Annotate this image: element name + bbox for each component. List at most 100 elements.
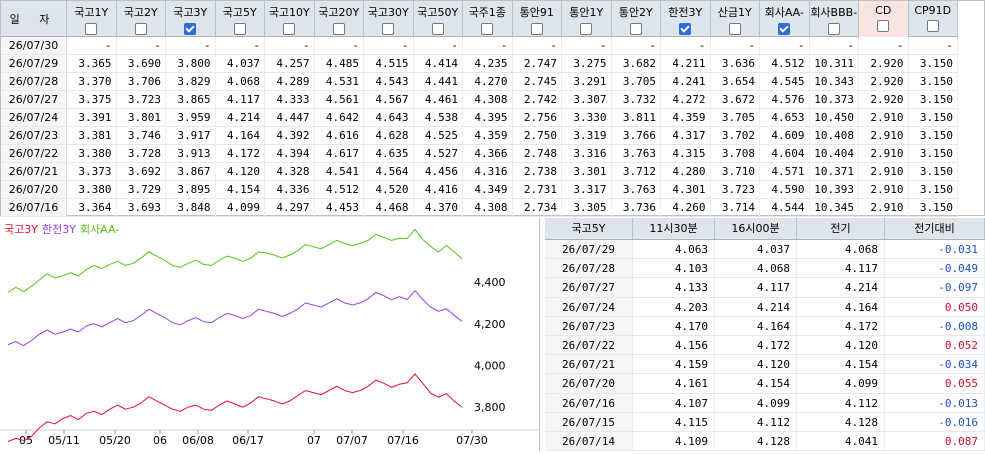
- series-checkbox[interactable]: [679, 23, 692, 35]
- table-row[interactable]: 26/07/28 4.103 4.068 4.117 -0.049: [545, 259, 985, 279]
- table-row[interactable]: 26/07/27 4.133 4.117 4.214 -0.097: [545, 278, 985, 298]
- grid-header: 일 자 국고1Y 국고2Y 국고3Y 국고5Y 국고10Y 국고20Y 국고30Y 국고50Y…: [1, 1, 958, 37]
- table-row[interactable]: 26/07/29 4.063 4.037 4.068 -0.031: [545, 240, 985, 260]
- column-header-16[interactable]: CD: [859, 1, 909, 37]
- series-checkbox[interactable]: [926, 20, 939, 32]
- cell-value: 4.107: [633, 393, 715, 412]
- cell-value: 4.414: [414, 55, 463, 72]
- cell-value: -: [265, 37, 315, 54]
- cell-value: 4.571: [760, 163, 810, 180]
- column-header-13[interactable]: 산금1Y: [711, 1, 760, 37]
- table-row[interactable]: 26/07/21 4.159 4.120 4.154 -0.034: [545, 355, 985, 375]
- row-date: 26/07/14: [545, 431, 633, 451]
- column-header-6[interactable]: 국고30Y: [364, 1, 414, 37]
- row-date: 26/07/21: [545, 355, 633, 374]
- table-row[interactable]: 26/07/24 4.203 4.214 4.164 0.050: [545, 297, 985, 317]
- cell-value: 2.920: [859, 91, 909, 108]
- table-row[interactable]: 26/07/20 4.161 4.154 4.099 0.055: [545, 374, 985, 394]
- column-header-3[interactable]: 국고5Y: [216, 1, 265, 37]
- cell-value: 3.319: [562, 127, 612, 144]
- series-checkbox[interactable]: [332, 23, 345, 35]
- row-date: 26/07/24: [545, 297, 633, 316]
- cell-value: 4.214: [216, 109, 265, 126]
- cell-value: 4.316: [463, 163, 513, 180]
- series-checkbox[interactable]: [877, 20, 890, 32]
- x-tick-label: 07/16: [387, 434, 419, 447]
- cell-value: 4.099: [715, 393, 797, 412]
- table-row[interactable]: 26/07/23 4.170 4.164 4.172 -0.008: [545, 316, 985, 336]
- cell-value: 3.763: [612, 181, 661, 198]
- cell-value: -: [513, 37, 562, 54]
- column-header-14[interactable]: 회사AA-: [760, 1, 810, 37]
- series-checkbox[interactable]: [629, 23, 642, 35]
- series-checkbox[interactable]: [382, 23, 395, 35]
- table-row[interactable]: 26/07/22 3.380 3.728 3.913 4.172 4.394 4.617 4.…: [1, 145, 958, 163]
- series-checkbox[interactable]: [184, 23, 197, 35]
- cell-value: 10.404: [810, 145, 859, 162]
- cell-value: 4.133: [633, 278, 715, 297]
- column-header-1[interactable]: 국고2Y: [117, 1, 166, 37]
- cell-value: 3.316: [562, 145, 612, 162]
- table-row[interactable]: 26/07/20 3.380 3.729 3.895 4.154 4.336 4.512 4.…: [1, 181, 958, 199]
- column-header-2[interactable]: 국고3Y: [166, 1, 216, 37]
- table-row[interactable]: 26/07/28 3.370 3.706 3.829 4.068 4.289 4.531 4.…: [1, 73, 958, 91]
- table-row[interactable]: 26/07/21 3.373 3.692 3.867 4.120 4.328 4.541 4.…: [1, 163, 958, 181]
- table-row[interactable]: 26/07/22 4.156 4.172 4.120 0.052: [545, 335, 985, 356]
- row-date: 26/07/27: [545, 278, 633, 297]
- row-date: 26/07/20: [545, 374, 633, 393]
- cell-value: 4.544: [760, 199, 810, 216]
- row-date: 26/07/30: [1, 37, 67, 54]
- table-row[interactable]: 26/07/29 3.365 3.690 3.800 4.037 4.257 4.485 4.…: [1, 55, 958, 73]
- cell-value: 4.154: [715, 374, 797, 393]
- column-header-7[interactable]: 국고50Y: [414, 1, 463, 37]
- cell-value: 2.910: [859, 181, 909, 198]
- side-column-header[interactable]: 11시30분: [633, 218, 715, 239]
- table-row[interactable]: 26/07/16 3.364 3.693 3.848 4.099 4.297 4.453 4.…: [1, 199, 958, 217]
- column-header-5[interactable]: 국고20Y: [315, 1, 364, 37]
- column-header-10[interactable]: 통안1Y: [562, 1, 612, 37]
- cell-value: 4.308: [463, 199, 513, 216]
- row-date: 26/07/28: [545, 259, 633, 278]
- table-row[interactable]: 26/07/14 4.109 4.128 4.041 0.087: [545, 431, 985, 452]
- table-row[interactable]: 26/07/15 4.115 4.112 4.128 -0.016: [545, 412, 985, 432]
- cell-value: 3.692: [117, 163, 166, 180]
- series-checkbox[interactable]: [728, 23, 741, 35]
- series-checkbox[interactable]: [134, 23, 147, 35]
- series-checkbox[interactable]: [233, 23, 246, 35]
- column-header-8[interactable]: 국주1종: [463, 1, 513, 37]
- table-row[interactable]: 26/07/30- - - - - - - - - - - - - - - - - -: [1, 37, 958, 55]
- column-header-4[interactable]: 국고10Y: [265, 1, 315, 37]
- table-row[interactable]: 26/07/24 3.391 3.801 3.959 4.214 4.447 4.642 4.…: [1, 109, 958, 127]
- cell-value: -: [364, 37, 414, 54]
- column-header-12[interactable]: 한전3Y: [661, 1, 711, 37]
- table-row[interactable]: 26/07/16 4.107 4.099 4.112 -0.013: [545, 393, 985, 413]
- side-column-header[interactable]: 16시00분: [715, 218, 797, 239]
- chart-plot: 4,400 4,200 4,000 3,800 05 05/11 05/20 06 06/08 0…: [0, 228, 540, 447]
- cell-value: -: [711, 37, 760, 54]
- column-header-9[interactable]: 통안91: [513, 1, 562, 37]
- cell-value: 4.120: [715, 355, 797, 374]
- column-header-15[interactable]: 회사BBB-: [810, 1, 859, 37]
- column-header-0[interactable]: 국고1Y: [67, 1, 117, 37]
- table-row[interactable]: 26/07/27 3.375 3.723 3.865 4.117 4.333 4.561 4.…: [1, 91, 958, 109]
- table-row[interactable]: 26/07/23 3.381 3.746 3.917 4.164 4.392 4.616 4.…: [1, 127, 958, 145]
- column-header-11[interactable]: 통안2Y: [612, 1, 661, 37]
- series-checkbox[interactable]: [778, 23, 791, 35]
- series-checkbox[interactable]: [580, 23, 593, 35]
- column-header-17[interactable]: CP91D: [909, 1, 958, 37]
- series-checkbox[interactable]: [431, 23, 444, 35]
- cell-value: 3.291: [562, 73, 612, 90]
- cell-value: 4.567: [364, 91, 414, 108]
- cell-value: 4.117: [715, 278, 797, 297]
- series-checkbox[interactable]: [283, 23, 296, 35]
- cell-value: 0.052: [885, 335, 985, 355]
- series-checkbox[interactable]: [530, 23, 543, 35]
- x-tick-label: 07: [307, 434, 321, 447]
- side-column-header[interactable]: 전기대비: [885, 218, 985, 239]
- series-checkbox[interactable]: [85, 23, 98, 35]
- series-checkbox[interactable]: [827, 23, 840, 35]
- series-checkbox[interactable]: [481, 23, 494, 35]
- date-column-header[interactable]: 일 자: [1, 1, 67, 37]
- side-column-header[interactable]: 국고5Y: [545, 218, 633, 239]
- side-column-header[interactable]: 전기: [797, 218, 885, 239]
